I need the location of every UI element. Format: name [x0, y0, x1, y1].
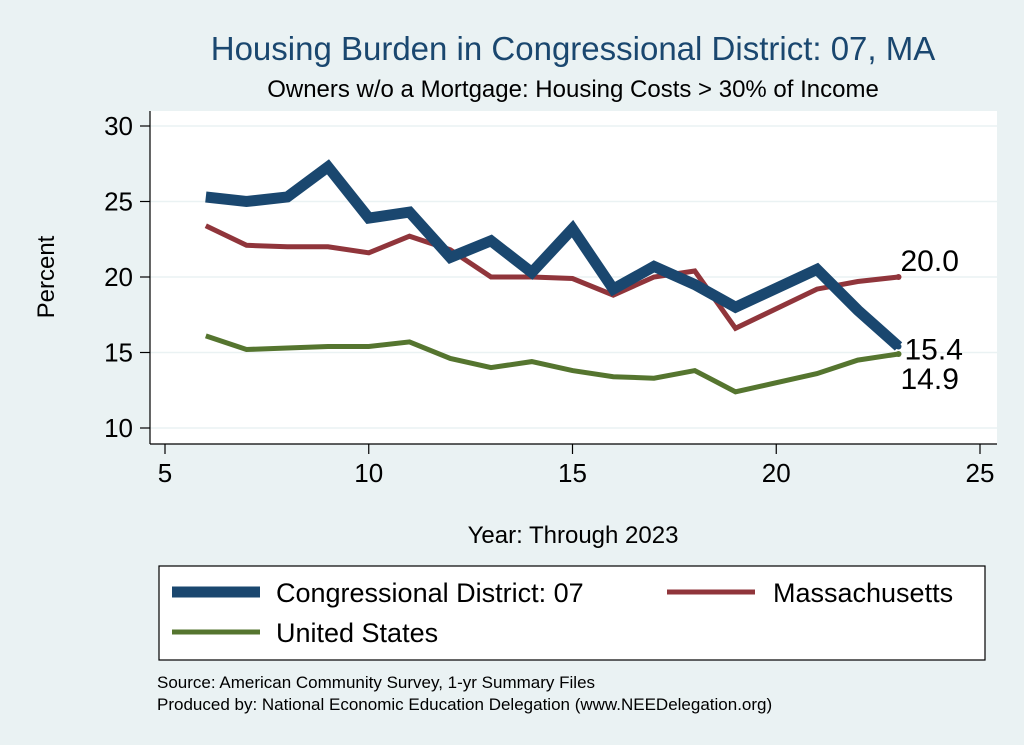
- end-label-united-states: 14.9: [901, 363, 959, 396]
- x-axis-label: Year: Through 2023: [468, 522, 679, 549]
- y-tick-label: 15: [104, 338, 133, 368]
- source-note: Source: American Community Survey, 1-yr …: [157, 673, 595, 692]
- y-tick-label: 30: [104, 111, 133, 141]
- y-tick-label: 20: [104, 262, 133, 292]
- axis-ticks: 10 15 20 25 30 5 10 15 20 25: [104, 111, 994, 488]
- x-tick-label: 10: [354, 458, 383, 488]
- x-tick-label: 25: [966, 458, 995, 488]
- series-endpoint: [895, 343, 902, 350]
- legend-label-massachusetts: Massachusetts: [773, 578, 953, 608]
- x-tick-label: 20: [762, 458, 791, 488]
- end-labels: 15.4 20.0 14.9: [901, 245, 963, 396]
- legend-label-cd07: Congressional District: 07: [276, 578, 584, 608]
- y-axis-label: Percent: [33, 235, 60, 318]
- end-label-massachusetts: 20.0: [901, 245, 959, 278]
- x-tick-label: 15: [558, 458, 587, 488]
- legend: [158, 565, 986, 661]
- x-tick-label: 5: [158, 458, 172, 488]
- series-line-cd07: [205, 159, 903, 351]
- end-label-cd07: 15.4: [905, 333, 963, 366]
- chart-title: Housing Burden in Congressional District…: [211, 30, 936, 67]
- series-endpoint: [895, 274, 902, 280]
- legend-label-united-states: United States: [276, 618, 438, 648]
- series-line-united-states: [205, 333, 899, 395]
- produced-by-note: Produced by: National Economic Education…: [157, 695, 772, 714]
- series-lines: [204, 159, 903, 395]
- y-tick-label: 10: [104, 413, 133, 443]
- series-endpoint: [895, 351, 902, 358]
- chart-subtitle: Owners w/o a Mortgage: Housing Costs > 3…: [267, 76, 879, 103]
- y-tick-label: 25: [104, 187, 133, 217]
